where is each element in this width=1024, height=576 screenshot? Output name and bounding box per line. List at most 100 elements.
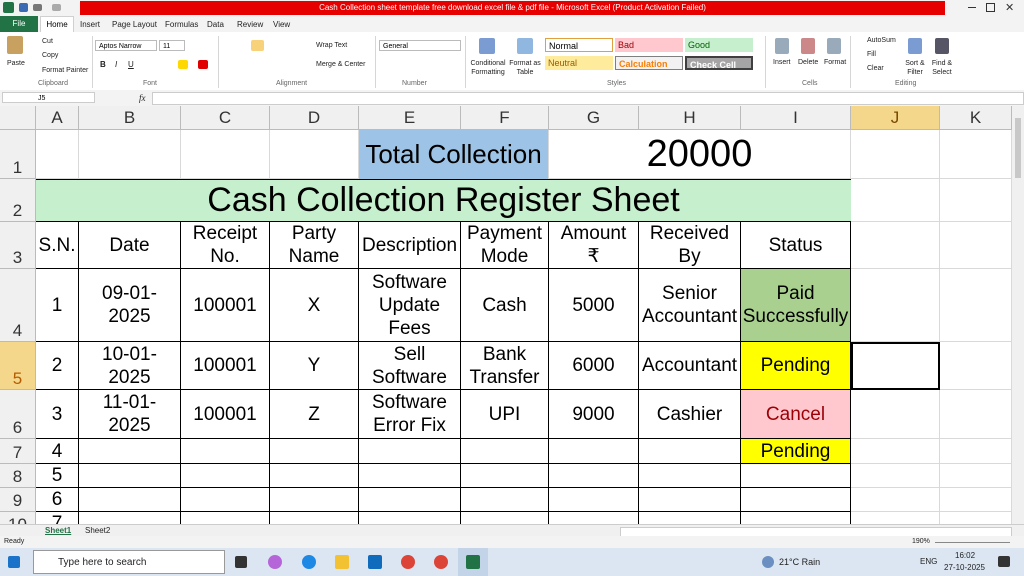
data-cell[interactable]: 100001 <box>181 269 270 342</box>
start-button[interactable] <box>8 556 20 568</box>
grid-cell[interactable] <box>851 269 940 342</box>
status-cell[interactable]: Cancel <box>741 390 851 439</box>
data-cell[interactable] <box>639 488 741 512</box>
format-painter[interactable]: Format Painter <box>42 67 89 74</box>
data-cell[interactable] <box>181 488 270 512</box>
data-cell[interactable]: Z <box>270 390 359 439</box>
data-cell[interactable] <box>461 464 549 488</box>
grid-cell[interactable] <box>79 130 181 179</box>
sheet-tab[interactable]: Sheet2 <box>85 526 111 535</box>
excel-taskbar-icon[interactable] <box>466 555 480 569</box>
autosum[interactable]: AutoSum <box>867 37 896 44</box>
data-cell[interactable]: 100001 <box>181 342 270 390</box>
data-cell[interactable]: 10-01-2025 <box>79 342 181 390</box>
tab[interactable]: View <box>273 20 291 29</box>
row-header[interactable]: 6 <box>0 390 36 439</box>
restore[interactable] <box>986 3 995 12</box>
grid-cell[interactable] <box>851 464 940 488</box>
total-value[interactable]: 20000 <box>549 130 851 179</box>
data-cell[interactable]: 09-01-2025 <box>79 269 181 342</box>
data-cell[interactable]: 100001 <box>181 390 270 439</box>
app-icon[interactable] <box>368 555 382 569</box>
find-select[interactable]: Find & Select <box>931 60 953 76</box>
sheet-tab-active[interactable]: Sheet1 <box>45 526 72 535</box>
style-normal[interactable]: Normal <box>545 38 613 52</box>
data-cell[interactable]: Software Error Fix <box>359 390 461 439</box>
column-header[interactable]: A <box>36 106 79 130</box>
row-header[interactable]: 8 <box>0 464 36 488</box>
column-header[interactable]: C <box>181 106 270 130</box>
style-calculation[interactable]: Calculation <box>615 56 683 70</box>
format-cells[interactable]: Format <box>824 59 847 66</box>
grid-cell[interactable] <box>940 269 1012 342</box>
wrap-text[interactable]: Wrap Text <box>316 42 348 49</box>
copy[interactable]: Copy <box>42 52 59 59</box>
data-cell[interactable]: Senior Accountant <box>639 269 741 342</box>
data-cell[interactable] <box>639 464 741 488</box>
data-cell[interactable] <box>270 512 359 524</box>
row-header[interactable]: 10 <box>0 512 36 524</box>
cond-format-icon[interactable] <box>479 38 495 54</box>
status-cell[interactable] <box>741 464 851 488</box>
format-icon[interactable] <box>827 38 841 54</box>
tab[interactable]: Page Layout <box>112 20 157 29</box>
table-header[interactable]: Status <box>741 222 851 269</box>
close[interactable]: ✕ <box>1005 2 1015 14</box>
paste[interactable]: Paste <box>7 60 25 67</box>
zoom-level[interactable]: 190% <box>912 538 930 545</box>
grid-cell[interactable] <box>940 488 1012 512</box>
grid-cell[interactable] <box>940 179 1012 222</box>
row-header[interactable]: 3 <box>0 222 36 269</box>
redo-icon[interactable] <box>52 4 61 11</box>
grid-cell[interactable] <box>940 390 1012 439</box>
data-cell[interactable] <box>549 512 639 524</box>
tab[interactable]: Data <box>207 20 224 29</box>
paste-icon[interactable] <box>7 36 23 54</box>
align-bottom[interactable] <box>251 40 264 51</box>
style-check-cell[interactable]: Check Cell <box>685 56 753 70</box>
data-cell[interactable] <box>549 488 639 512</box>
data-cell[interactable] <box>79 512 181 524</box>
data-cell[interactable] <box>270 439 359 464</box>
column-header[interactable]: B <box>79 106 181 130</box>
bold[interactable]: B <box>100 60 106 69</box>
data-cell[interactable]: 1 <box>36 269 79 342</box>
data-cell[interactable]: 4 <box>36 439 79 464</box>
grid-cell[interactable] <box>181 130 270 179</box>
column-header[interactable]: F <box>461 106 549 130</box>
data-cell[interactable] <box>270 464 359 488</box>
app-icon[interactable] <box>268 555 282 569</box>
italic[interactable]: I <box>115 60 118 69</box>
row-header[interactable]: 2 <box>0 179 36 222</box>
grid-cell[interactable] <box>36 130 79 179</box>
grid-cell[interactable] <box>851 390 940 439</box>
format-table-icon[interactable] <box>517 38 533 54</box>
table-header[interactable]: Description <box>359 222 461 269</box>
grid-cell[interactable] <box>851 130 940 179</box>
row-header[interactable]: 9 <box>0 488 36 512</box>
font-size[interactable]: 11 <box>159 40 185 51</box>
data-cell[interactable]: 9000 <box>549 390 639 439</box>
font-name[interactable]: Aptos Narrow <box>95 40 157 51</box>
task-view[interactable] <box>235 556 247 568</box>
row-header[interactable]: 4 <box>0 269 36 342</box>
total-label[interactable]: Total Collection <box>359 130 549 179</box>
data-cell[interactable] <box>359 512 461 524</box>
data-cell[interactable]: 2 <box>36 342 79 390</box>
grid-cell[interactable] <box>940 464 1012 488</box>
app-icon[interactable] <box>302 555 316 569</box>
find-icon[interactable] <box>935 38 949 54</box>
column-header[interactable]: G <box>549 106 639 130</box>
data-cell[interactable] <box>549 464 639 488</box>
tab[interactable]: Insert <box>80 20 101 29</box>
row-header[interactable]: 5 <box>0 342 36 390</box>
table-header[interactable]: S.N. <box>36 222 79 269</box>
fill[interactable]: Fill <box>867 51 876 58</box>
data-cell[interactable] <box>79 464 181 488</box>
grid-cell[interactable] <box>851 179 940 222</box>
app-icon[interactable] <box>401 555 415 569</box>
app-icon[interactable] <box>434 555 448 569</box>
data-cell[interactable]: Software Update Fees <box>359 269 461 342</box>
sort-icon[interactable] <box>908 38 922 54</box>
notifications[interactable] <box>998 556 1010 567</box>
